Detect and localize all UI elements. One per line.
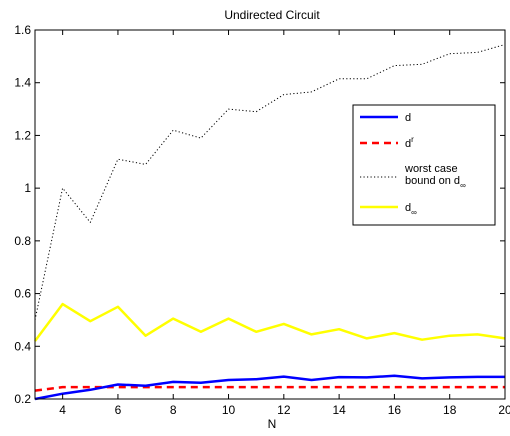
y-tick-label: 1.6	[14, 23, 31, 37]
ticks-layer: 4 6 8 10 12 14 16 18 20 0.2 0.4 0.6 0.8 1 1.2 1.4 1.6	[14, 23, 510, 417]
y-tick-label: 0.4	[14, 339, 31, 353]
x-tick-label: 10	[222, 403, 236, 417]
series-1-dr-line	[34, 385, 505, 392]
series-2-worst-case-inf-legend-label: worst case	[404, 163, 458, 175]
x-tick-label: 16	[388, 403, 402, 417]
series-2-worst-case-inf-legend-label-line2: bound on d∞	[405, 175, 466, 190]
x-tick-label: 20	[498, 403, 510, 417]
series-1-dr-legend-label: dr	[405, 135, 414, 150]
y-tick-label: 0.2	[14, 392, 31, 406]
y-tick-label: 1.4	[14, 76, 31, 90]
y-tick-label: 1.2	[14, 128, 31, 142]
y-tick-label: 1	[24, 181, 31, 195]
series-0-d-legend-label: d	[405, 112, 411, 124]
chart-title: Undirected Circuit	[224, 8, 320, 22]
x-tick-label: 6	[115, 403, 122, 417]
y-tick-label: 0.8	[14, 234, 31, 248]
x-axis-label: N	[268, 417, 277, 431]
axes-box	[34, 29, 506, 400]
series-3-d-inf-line	[33, 302, 506, 342]
x-tick-label: 4	[59, 403, 66, 417]
y-tick-label: 0.6	[14, 287, 31, 301]
x-tick-label: 18	[443, 403, 457, 417]
legend-box	[352, 104, 496, 226]
x-tick-label: 12	[277, 403, 291, 417]
series-layer	[33, 44, 506, 401]
x-tick-label: 14	[332, 403, 346, 417]
x-tick-label: 8	[170, 403, 177, 417]
series-0-d-line	[34, 374, 505, 401]
